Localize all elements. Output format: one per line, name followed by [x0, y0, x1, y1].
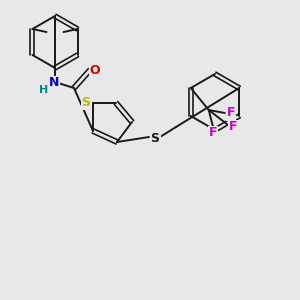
Text: F: F — [229, 121, 237, 134]
Text: H: H — [39, 85, 49, 95]
Text: S: S — [151, 131, 160, 145]
Text: S: S — [82, 95, 91, 109]
Text: F: F — [208, 127, 217, 140]
Text: O: O — [90, 64, 100, 76]
Text: N: N — [49, 76, 59, 89]
Text: F: F — [226, 106, 235, 119]
